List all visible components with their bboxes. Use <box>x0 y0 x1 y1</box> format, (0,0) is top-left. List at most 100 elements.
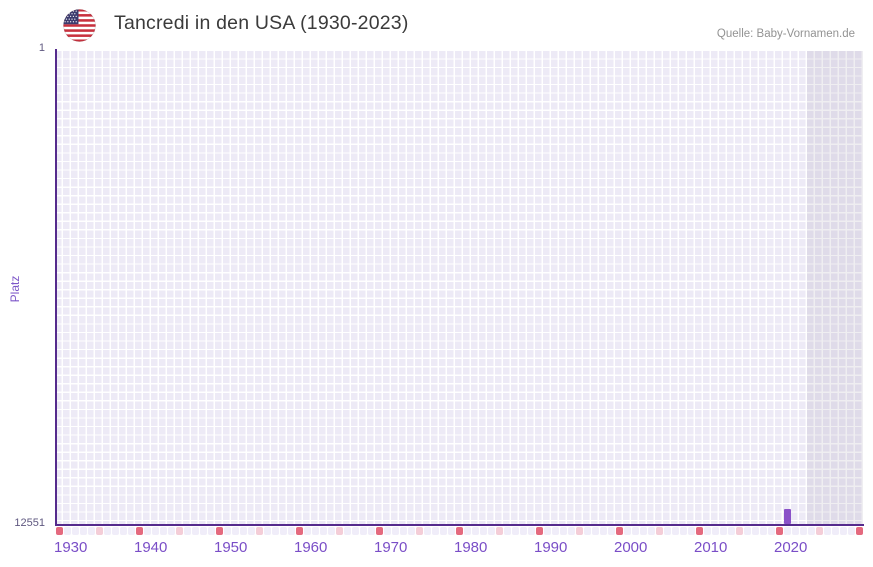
x-tick-cell-2003 <box>639 527 647 535</box>
x-tick-label-1960: 1960 <box>294 539 328 556</box>
x-tick-cell-2016 <box>743 527 751 535</box>
x-tick-cell-2029 <box>847 527 855 535</box>
x-tick-cell-1939 <box>127 527 135 535</box>
x-tick-cell-1987 <box>511 527 519 535</box>
x-tick-cell-2023 <box>799 527 807 535</box>
x-tick-label-1940: 1940 <box>134 539 168 556</box>
x-tick-cell-2001 <box>623 527 631 535</box>
x-tick-cell-2024 <box>807 527 815 535</box>
x-tick-label-2010: 2010 <box>694 539 728 556</box>
x-tick-cell-1972 <box>391 527 399 535</box>
source-credit: Quelle: Baby-Vornamen.de <box>716 28 855 40</box>
x-tick-cell-2022 <box>791 527 799 535</box>
x-tick-cell-1977 <box>431 527 439 535</box>
x-tick-cell-1959 <box>287 527 295 535</box>
x-tick-cell-2025 <box>815 527 823 535</box>
x-tick-cell-1997 <box>591 527 599 535</box>
x-tick-cell-1976 <box>423 527 431 535</box>
x-tick-cell-1942 <box>151 527 159 535</box>
x-tick-cell-1940 <box>135 527 143 535</box>
x-tick-cell-1930 <box>55 527 63 535</box>
x-tick-cell-1985 <box>495 527 503 535</box>
x-tick-cell-1984 <box>487 527 495 535</box>
x-tick-cell-2019 <box>767 527 775 535</box>
x-tick-cell-1996 <box>583 527 591 535</box>
x-tick-cell-1962 <box>311 527 319 535</box>
x-tick-cell-2010 <box>695 527 703 535</box>
x-tick-cell-2018 <box>759 527 767 535</box>
x-tick-cell-2002 <box>631 527 639 535</box>
x-tick-cell-2014 <box>727 527 735 535</box>
x-tick-cell-1993 <box>559 527 567 535</box>
x-tick-cell-2030 <box>855 527 863 535</box>
x-tick-label-1990: 1990 <box>534 539 568 556</box>
x-tick-cell-1944 <box>167 527 175 535</box>
x-tick-cell-2011 <box>703 527 711 535</box>
x-tick-cell-1937 <box>111 527 119 535</box>
x-tick-cell-1946 <box>183 527 191 535</box>
x-tick-cell-1994 <box>567 527 575 535</box>
rank-bar-2021[interactable] <box>783 508 791 524</box>
x-tick-cell-1960 <box>295 527 303 535</box>
x-tick-cell-1964 <box>327 527 335 535</box>
x-tick-cell-2027 <box>831 527 839 535</box>
x-tick-cell-1975 <box>415 527 423 535</box>
x-tick-cell-2005 <box>655 527 663 535</box>
x-tick-cell-1989 <box>527 527 535 535</box>
x-tick-cell-1933 <box>79 527 87 535</box>
x-tick-cell-2004 <box>647 527 655 535</box>
x-tick-cell-1991 <box>543 527 551 535</box>
x-tick-cell-2020 <box>775 527 783 535</box>
x-tick-cell-1973 <box>399 527 407 535</box>
x-tick-cell-1974 <box>407 527 415 535</box>
x-tick-cell-1963 <box>319 527 327 535</box>
x-tick-cell-1934 <box>87 527 95 535</box>
x-tick-cell-1953 <box>239 527 247 535</box>
y-axis-title: Platz <box>8 275 22 303</box>
x-tick-cell-2015 <box>735 527 743 535</box>
x-tick-cell-1936 <box>103 527 111 535</box>
x-tick-cell-1945 <box>175 527 183 535</box>
x-tick-cell-1931 <box>63 527 71 535</box>
x-tick-cell-1998 <box>599 527 607 535</box>
x-tick-cell-1967 <box>351 527 359 535</box>
x-tick-cell-1957 <box>271 527 279 535</box>
x-tick-cell-1943 <box>159 527 167 535</box>
x-tick-cell-1948 <box>199 527 207 535</box>
x-tick-cell-1954 <box>247 527 255 535</box>
x-tick-cell-1938 <box>119 527 127 535</box>
x-tick-cell-1980 <box>455 527 463 535</box>
x-tick-cell-1999 <box>607 527 615 535</box>
x-tick-cell-1978 <box>439 527 447 535</box>
x-tick-cell-1949 <box>207 527 215 535</box>
future-region-overlay <box>807 51 863 524</box>
x-tick-strip <box>55 527 863 535</box>
x-tick-cell-2017 <box>751 527 759 535</box>
x-tick-cell-1979 <box>447 527 455 535</box>
x-tick-cell-2000 <box>615 527 623 535</box>
x-tick-cell-2008 <box>679 527 687 535</box>
x-tick-label-1930: 1930 <box>54 539 88 556</box>
x-tick-labels: 1930 1940 1950 1960 1970 1980 1990 2000 2010 2020 <box>54 539 863 559</box>
plot-area[interactable] <box>55 51 863 524</box>
x-tick-cell-1952 <box>231 527 239 535</box>
x-tick-cell-1968 <box>359 527 367 535</box>
x-tick-cell-1932 <box>71 527 79 535</box>
x-tick-cell-1955 <box>255 527 263 535</box>
x-tick-cell-1988 <box>519 527 527 535</box>
x-tick-cell-1958 <box>279 527 287 535</box>
x-tick-cell-1947 <box>191 527 199 535</box>
x-tick-cell-1982 <box>471 527 479 535</box>
x-axis-line <box>54 523 864 526</box>
x-tick-cell-1965 <box>335 527 343 535</box>
x-tick-cell-2006 <box>663 527 671 535</box>
x-tick-cell-2028 <box>839 527 847 535</box>
x-tick-cell-1950 <box>215 527 223 535</box>
y-tick-top: 1 <box>38 42 45 54</box>
us-flag-icon <box>63 9 96 42</box>
x-tick-cell-1983 <box>479 527 487 535</box>
x-tick-label-2020: 2020 <box>774 539 808 556</box>
y-tick-bottom: 12551 <box>14 517 45 529</box>
x-tick-cell-2021 <box>783 527 791 535</box>
x-tick-cell-1961 <box>303 527 311 535</box>
